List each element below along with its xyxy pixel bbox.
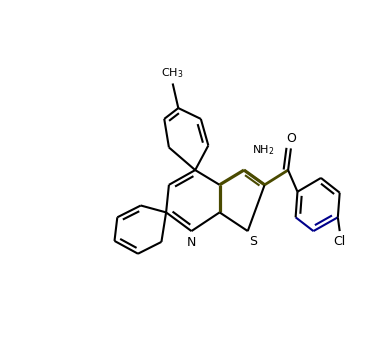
Text: NH$_2$: NH$_2$ [252, 143, 275, 157]
Text: Cl: Cl [333, 235, 346, 247]
Text: S: S [250, 235, 257, 248]
Text: CH$_3$: CH$_3$ [161, 66, 184, 80]
Text: N: N [187, 236, 196, 249]
Text: O: O [286, 132, 296, 145]
